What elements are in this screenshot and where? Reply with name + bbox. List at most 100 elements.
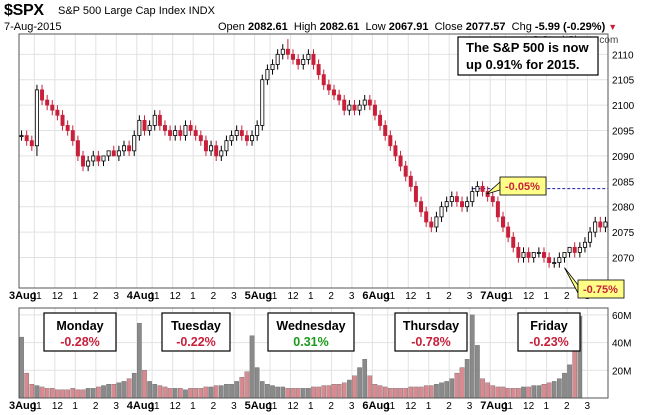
candle-body [403, 165, 408, 177]
time-tick-label: 3 [349, 291, 355, 302]
candle-body [439, 206, 444, 218]
candle-body [127, 145, 132, 152]
volume-bar [541, 384, 547, 399]
low-label: Low [365, 21, 386, 33]
volume-bar [500, 386, 506, 399]
callout-high-box [499, 176, 547, 196]
time-tick-label: 4Aug [127, 290, 155, 302]
candle-body [378, 114, 383, 126]
volume-bar [331, 384, 337, 399]
candle-body [19, 135, 24, 138]
time-tick-label: 11 [31, 401, 42, 412]
volume-bar [510, 388, 516, 399]
candle-body [577, 246, 582, 253]
candle-body [147, 125, 152, 131]
candle-body [101, 155, 106, 162]
time-tick-label: 2 [446, 401, 452, 412]
candle-body [398, 155, 403, 167]
candle-body [234, 130, 239, 137]
volume-bar [172, 388, 178, 399]
candle-body [598, 221, 603, 228]
time-tick-label: 7Aug [480, 400, 508, 412]
volume-bar [34, 385, 40, 399]
candle-body [132, 135, 137, 152]
volume-bar [96, 386, 101, 399]
callout-low-box [577, 279, 625, 299]
volume-tick-label: 20M [612, 366, 631, 377]
candle-body [541, 252, 546, 258]
callout-low-text: -0.75% [583, 284, 618, 296]
volume-bar [65, 389, 70, 399]
candle-body [480, 185, 485, 192]
price-tick-label: 2095 [612, 127, 635, 138]
time-tick-label: 6Aug [362, 290, 390, 302]
volume-bar [393, 388, 398, 399]
candle-body [516, 246, 521, 258]
volume-bar [321, 385, 327, 399]
candle-body [116, 150, 121, 157]
volume-bar [536, 385, 542, 399]
candle-body [521, 252, 526, 258]
volume-bar [352, 375, 357, 399]
volume-bar [203, 386, 209, 399]
candle-body [444, 201, 449, 208]
candle-body [244, 135, 249, 142]
volume-bar [413, 386, 419, 399]
candle-body [214, 145, 219, 157]
time-tick-label: 3 [113, 291, 119, 302]
time-tick-label: 3 [113, 401, 119, 412]
candle-body [45, 99, 50, 106]
candle-body [495, 201, 500, 218]
volume-bar [362, 359, 368, 399]
volume-bar [259, 381, 265, 399]
time-tick-label: 11 [31, 291, 42, 302]
volume-bar [434, 384, 439, 399]
time-tick-label: 12 [523, 401, 535, 412]
volume-bar [198, 388, 204, 399]
candle-body [331, 89, 336, 96]
price-tick-label: 2085 [612, 177, 635, 188]
day-box-pct: 0.31% [293, 335, 328, 349]
callout-high-text: -0.05% [505, 181, 540, 193]
time-tick-label: 1 [426, 401, 432, 412]
volume-bar [60, 389, 65, 399]
volume-bar [300, 388, 306, 399]
chg-value: -5.99 (-0.29%) [534, 21, 606, 33]
volume-bar [188, 388, 193, 399]
candle-body [173, 130, 178, 137]
candle-body [337, 94, 342, 101]
day-box-pct: -0.28% [60, 335, 100, 349]
volume-bar [167, 388, 173, 399]
volume-bar [213, 385, 219, 399]
volume-bar [239, 377, 245, 399]
time-tick-label: 2 [211, 291, 217, 302]
time-tick-label: 11 [503, 291, 514, 302]
volume-bar [439, 382, 444, 399]
volume-bar [19, 336, 24, 399]
candle-body [321, 74, 326, 86]
volume-bar [90, 388, 96, 399]
volume-bar [526, 386, 531, 399]
volume-bar [39, 386, 45, 399]
volume-bar [111, 384, 117, 399]
day-box-pct: -0.23% [529, 335, 569, 349]
candle-body [506, 226, 511, 238]
volume-bar [270, 385, 275, 399]
time-tick-label: 5Aug [245, 290, 273, 302]
candle-body [91, 155, 96, 162]
symbol: $SPX [4, 2, 44, 19]
volume-bar [29, 384, 35, 399]
day-box-pct: -0.78% [411, 335, 451, 349]
close-value: 2077.57 [465, 21, 506, 33]
day-box [43, 312, 117, 352]
volume-bar [208, 386, 214, 399]
time-tick-label: 12 [523, 291, 535, 302]
open-label: Open [218, 21, 245, 33]
volume-bar [254, 367, 260, 399]
volume-bar [475, 345, 480, 399]
candle-body [142, 119, 147, 131]
time-tick-label: 12 [287, 401, 299, 412]
candle-body [465, 201, 470, 208]
candle-body [106, 150, 111, 157]
volume-bar [311, 386, 316, 399]
